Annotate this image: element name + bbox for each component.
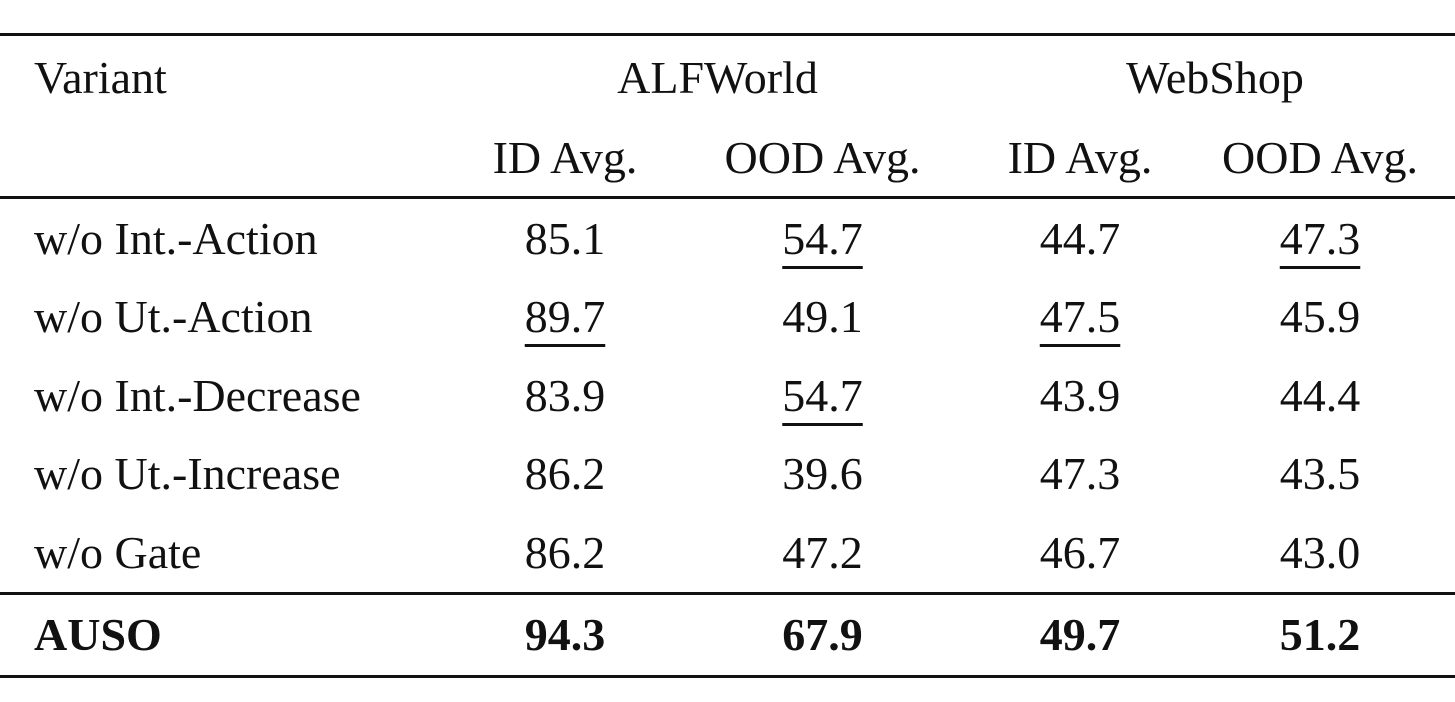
cell-value: 49.1 xyxy=(782,291,863,343)
cell-alfworld-id: 85.1 xyxy=(460,198,670,278)
cell-webshop-id: 43.9 xyxy=(975,356,1185,435)
cell-alfworld-id: 94.3 xyxy=(460,591,670,678)
cell-value: 44.4 xyxy=(1279,369,1361,421)
cell-webshop-ood: 44.4 xyxy=(1185,356,1455,435)
table-row-final: AUSO 94.3 67.9 49.7 51.2 xyxy=(0,591,1455,678)
cell-alfworld-ood: 67.9 xyxy=(670,591,976,678)
cell-value-bold: 51.2 xyxy=(1279,609,1361,660)
cell-webshop-ood: 51.2 xyxy=(1185,591,1455,678)
variant-header: Variant xyxy=(0,33,460,118)
cell-webshop-id: 46.7 xyxy=(975,513,1185,593)
cell-webshop-ood: 43.0 xyxy=(1185,513,1455,593)
subheader-alfworld-ood: OOD Avg. xyxy=(670,118,976,199)
table-row: w/o Int.-Decrease 83.9 54.7 43.9 44.4 xyxy=(0,356,1455,435)
cell-webshop-id: 44.7 xyxy=(975,198,1185,278)
row-label: w/o Ut.-Action xyxy=(34,291,313,343)
cell-alfworld-ood: 49.1 xyxy=(670,278,975,357)
cell-value: 83.9 xyxy=(524,369,606,421)
row-label: w/o Int.-Decrease xyxy=(34,369,361,421)
header-row-groups: Variant ALFWorld WebShop xyxy=(0,33,1455,118)
row-label: w/o Ut.-Increase xyxy=(34,448,341,500)
cell-value-underlined: 54.7 xyxy=(782,369,863,421)
group-header-webshop: WebShop xyxy=(975,33,1455,118)
table-row: w/o Gate 86.2 47.2 46.7 43.0 xyxy=(0,513,1455,593)
cell-value: 47.3 xyxy=(1039,448,1121,500)
table-row: w/o Ut.-Action 89.7 49.1 47.5 45.9 xyxy=(0,278,1455,357)
cell-value: 39.6 xyxy=(782,448,863,500)
cell-webshop-ood: 47.3 xyxy=(1185,198,1455,278)
cell-value-underlined: 47.5 xyxy=(1039,291,1121,343)
cell-alfworld-id: 83.9 xyxy=(460,356,670,435)
table-header: Variant ALFWorld WebShop ID Avg. OOD Avg… xyxy=(0,33,1455,199)
cell-webshop-id: 47.5 xyxy=(975,278,1185,357)
subheader-webshop-id: ID Avg. xyxy=(975,118,1186,199)
table-row: w/o Int.-Action 85.1 54.7 44.7 47.3 xyxy=(0,198,1455,278)
results-table-container: Variant ALFWorld WebShop ID Avg. OOD Avg… xyxy=(0,33,1455,678)
cell-alfworld-ood: 39.6 xyxy=(670,435,975,514)
ablation-table: Variant ALFWorld WebShop ID Avg. OOD Avg… xyxy=(0,33,1455,678)
cell-value: 45.9 xyxy=(1279,291,1361,343)
subheader-alfworld-id: ID Avg. xyxy=(460,118,670,199)
empty-header-cell xyxy=(0,118,460,199)
cell-alfworld-id: 89.7 xyxy=(460,278,670,357)
row-label: w/o Int.-Action xyxy=(34,212,318,264)
cell-alfworld-id: 86.2 xyxy=(460,435,670,514)
cell-value: 43.9 xyxy=(1039,369,1121,421)
table-body: w/o Int.-Action 85.1 54.7 44.7 47.3 w/o … xyxy=(0,198,1455,678)
group-header-alfworld: ALFWorld xyxy=(460,33,976,118)
subheader-webshop-ood: OOD Avg. xyxy=(1185,118,1455,199)
cell-value: 43.0 xyxy=(1279,526,1361,578)
cell-alfworld-ood: 54.7 xyxy=(670,356,975,435)
cell-value: 47.2 xyxy=(782,526,863,578)
cell-value: 46.7 xyxy=(1039,526,1121,578)
cell-value: 85.1 xyxy=(524,212,606,264)
cell-value: 86.2 xyxy=(524,526,606,578)
cell-value-bold: 67.9 xyxy=(782,609,863,660)
cell-value: 43.5 xyxy=(1279,448,1361,500)
cell-webshop-ood: 45.9 xyxy=(1185,278,1455,357)
cell-alfworld-id: 86.2 xyxy=(460,513,670,593)
cell-value-underlined: 47.3 xyxy=(1279,212,1361,264)
row-label: w/o Gate xyxy=(34,526,202,578)
cell-webshop-ood: 43.5 xyxy=(1185,435,1455,514)
cell-value-underlined: 54.7 xyxy=(782,212,863,264)
cell-value: 86.2 xyxy=(524,448,606,500)
cell-alfworld-ood: 54.7 xyxy=(670,198,975,278)
cell-alfworld-ood: 47.2 xyxy=(670,513,975,593)
row-label-final: AUSO xyxy=(0,591,460,678)
cell-value-underlined: 89.7 xyxy=(524,291,606,343)
cell-value: 44.7 xyxy=(1039,212,1121,264)
cell-webshop-id: 47.3 xyxy=(975,435,1185,514)
cell-value-bold: 49.7 xyxy=(1039,609,1121,660)
header-row-subcolumns: ID Avg. OOD Avg. ID Avg. OOD Avg. xyxy=(0,118,1455,199)
cell-webshop-id: 49.7 xyxy=(975,591,1186,678)
cell-value-bold: 94.3 xyxy=(524,609,606,660)
table-row: w/o Ut.-Increase 86.2 39.6 47.3 43.5 xyxy=(0,435,1455,514)
